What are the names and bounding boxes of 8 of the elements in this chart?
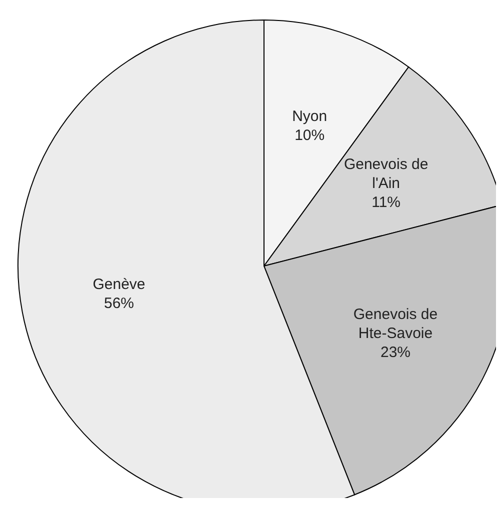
- data-label: 11%: [372, 194, 401, 211]
- slice-label: Genevois de Hte-Savoie: [353, 306, 438, 342]
- slice-label: Genevois de l'Ain: [344, 156, 428, 192]
- data-label: 56%: [104, 294, 134, 312]
- slice-label: Nyon: [292, 108, 328, 125]
- slice-label: Genève: [92, 276, 146, 293]
- data-label: 10%: [294, 126, 325, 144]
- data-label: 23%: [380, 344, 411, 361]
